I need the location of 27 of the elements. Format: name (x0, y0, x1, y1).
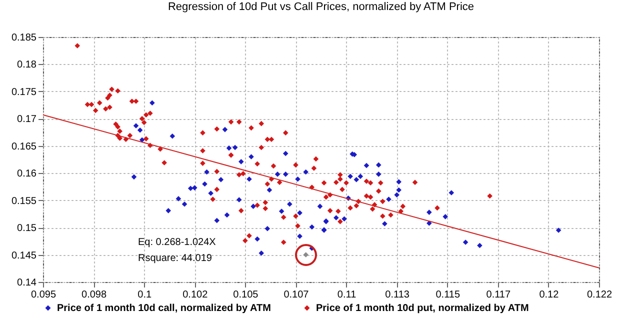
y-tick-label: 0.175 (11, 86, 37, 98)
x-tick-label: 0.107 (284, 290, 310, 300)
y-tick-label: 0.145 (11, 250, 37, 262)
annotation: Rsquare: 44.019 (138, 253, 212, 264)
y-tick-label: 0.14 (17, 278, 37, 288)
x-tick-label: 0.122 (586, 290, 612, 300)
y-tick-label: 0.15 (17, 223, 37, 234)
x-tick-label: 0.105 (233, 290, 259, 300)
x-tick-label: 0.11 (337, 290, 357, 300)
x-tick-label: 0.12 (539, 290, 560, 300)
annotation: Eq: 0.268-1.024X (138, 237, 216, 248)
y-tick-label: 0.165 (11, 141, 37, 152)
y-tick-label: 0.18 (17, 60, 37, 71)
x-tick-label: 0.102 (182, 290, 208, 300)
y-tick-label: 0.155 (11, 196, 37, 207)
x-tick-label: 0.115 (436, 290, 460, 300)
x-tick-label: 0.113 (385, 290, 410, 300)
y-tick-label: 0.17 (17, 114, 37, 126)
x-tick-label: 0.117 (486, 290, 511, 300)
x-tick-label: 0.095 (30, 290, 56, 300)
x-tick-label: 0.1 (138, 290, 152, 300)
y-tick-label: 0.16 (17, 168, 37, 180)
y-tick-label: 0.185 (11, 32, 37, 44)
x-tick-label: 0.098 (82, 290, 107, 300)
legend-label: Price of 1 month 10d put, normalized by ATM (316, 303, 529, 314)
legend-label: Price of 1 month 10d call, normalized by ATM (57, 303, 271, 314)
chart-title: Regression of 10d Put vs Call Prices, normalized by ATM Price (168, 1, 474, 13)
